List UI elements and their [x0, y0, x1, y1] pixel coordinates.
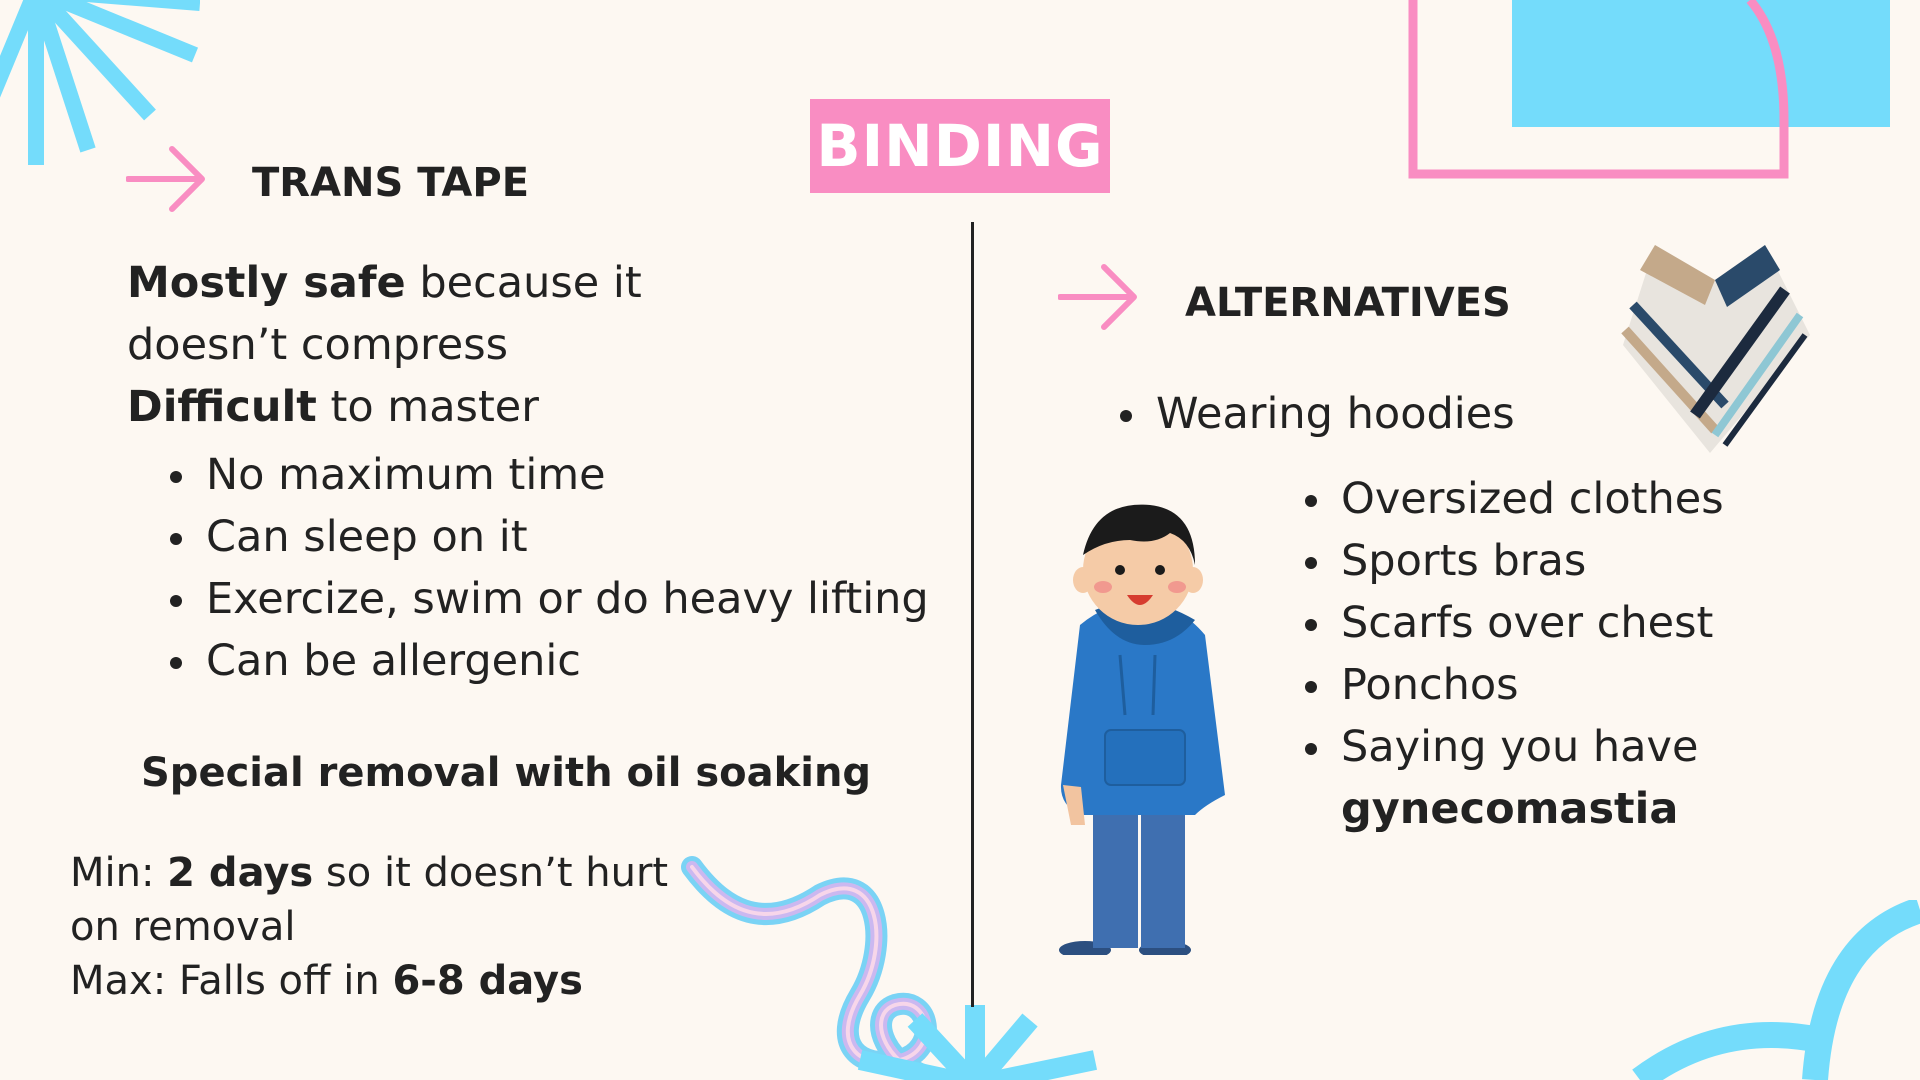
- safety-line: Mostly safe because it doesn’t compress: [127, 252, 807, 376]
- sunburst-decoration: [0, 0, 200, 165]
- difficulty-rest: to master: [316, 382, 539, 432]
- pink-frame-decoration: [1408, 0, 1789, 179]
- min-rest: so it doesn’t hurt on removal: [70, 850, 669, 950]
- list-item: Oversized clothes: [1305, 468, 1845, 530]
- special-removal-heading: Special removal with oil soaking: [141, 750, 872, 796]
- last-bullet-text: Saying you have: [1341, 722, 1699, 772]
- list-item: Exercize, swim or do heavy lifting: [170, 568, 930, 630]
- list-item: No maximum time: [170, 444, 930, 506]
- column-divider: [971, 222, 974, 1007]
- difficulty-line: Difficult to master: [127, 376, 807, 438]
- max-label: Max: Falls off in: [70, 958, 393, 1004]
- difficulty-bold: Difficult: [127, 382, 317, 432]
- title-banner: BINDING: [810, 99, 1110, 193]
- min-bold: 2 days: [167, 850, 314, 896]
- safety-rest: because it doesn’t compress: [127, 258, 642, 370]
- page-title: BINDING: [816, 112, 1104, 180]
- list-item: Sports bras: [1305, 530, 1845, 592]
- alternatives-bullets: Oversized clothes Sports bras Scarfs ove…: [1305, 468, 1845, 840]
- max-duration: Max: Falls off in 6-8 days: [70, 954, 670, 1008]
- duration-text: Min: 2 days so it doesn’t hurt on remova…: [70, 846, 670, 1008]
- list-item: Can be allergenic: [170, 630, 930, 692]
- trans-tape-heading: TRANS TAPE: [252, 160, 530, 206]
- list-item: Wearing hoodies: [1120, 383, 1640, 445]
- min-label: Min:: [70, 850, 168, 896]
- squiggle-decoration: [681, 856, 951, 1080]
- trans-tape-description: Mostly safe because it doesn’t compress …: [127, 252, 807, 438]
- arrow-right-icon: [1058, 264, 1137, 330]
- hoodies-bullet: Wearing hoodies: [1120, 383, 1640, 445]
- min-duration: Min: 2 days so it doesn’t hurt on remova…: [70, 846, 670, 954]
- sunburst-decoration-bottom: [857, 1005, 1098, 1080]
- arrow-right-icon: [126, 146, 205, 212]
- last-bullet-bold: gynecomastia: [1341, 784, 1679, 834]
- list-item: Scarfs over chest: [1305, 592, 1845, 654]
- cyan-rectangle-decoration: [1512, 0, 1890, 127]
- safety-bold: Mostly safe: [127, 258, 406, 308]
- list-item: Can sleep on it: [170, 506, 930, 568]
- alternatives-heading: ALTERNATIVES: [1185, 280, 1511, 326]
- list-item: Ponchos: [1305, 654, 1845, 716]
- trans-tape-bullets: No maximum time Can sleep on it Exercize…: [170, 444, 930, 692]
- hoodie-boy-illustration: [1059, 504, 1225, 955]
- list-item: Saying you have gynecomastia: [1305, 716, 1845, 840]
- arc-decoration: [1632, 900, 1920, 1080]
- max-bold: 6-8 days: [392, 958, 583, 1004]
- poncho-illustration: [1621, 245, 1810, 453]
